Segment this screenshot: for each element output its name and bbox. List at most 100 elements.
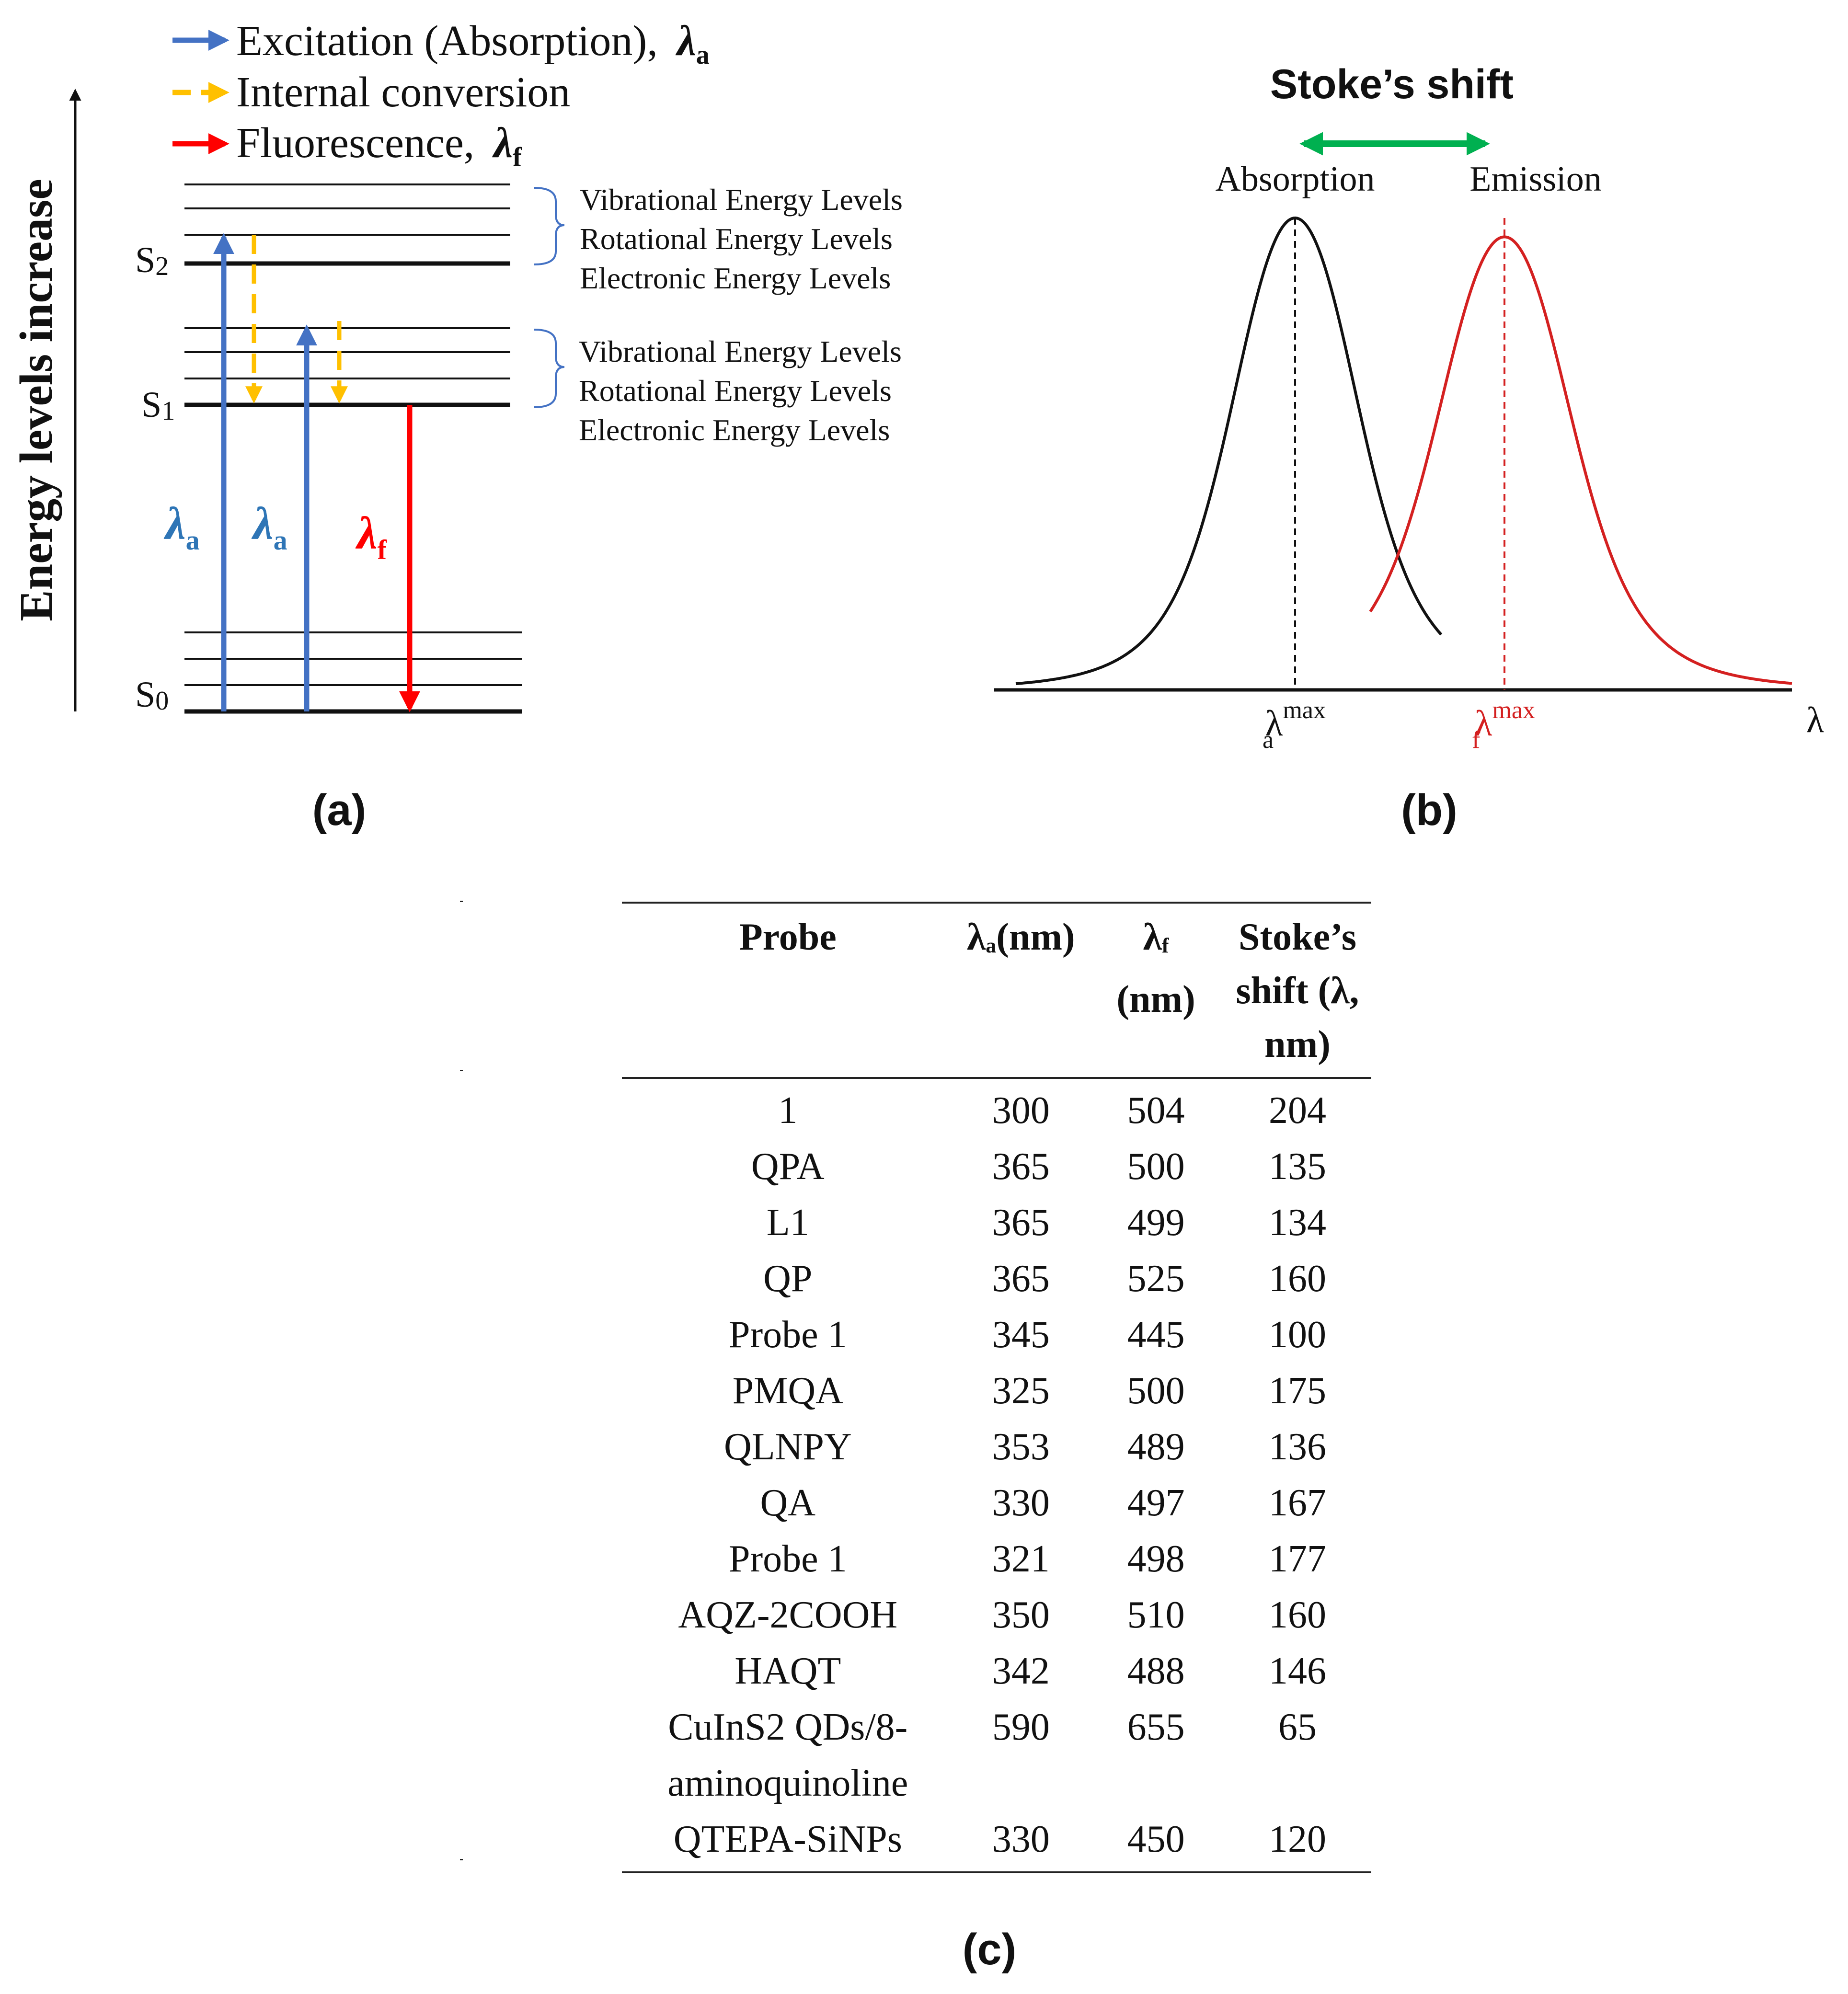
- level-label-upper-vibrational: Vibrational Energy Levels: [580, 183, 903, 217]
- cell-lambda-f: 499: [1127, 1202, 1185, 1244]
- absorption-curve: [1015, 216, 1443, 686]
- cell-stokes-shift: 204: [1269, 1089, 1327, 1132]
- table-row: AQZ-2COOH 350 510 160: [622, 1587, 1371, 1643]
- cell-lambda-f: 450: [1127, 1818, 1185, 1860]
- tick-mark: [460, 901, 463, 902]
- peak-label-emission: Emission: [1469, 160, 1601, 199]
- emission-curve: [1369, 235, 1792, 685]
- cell-lambda-a: 342: [992, 1650, 1050, 1692]
- caption-c: (c): [963, 1925, 1016, 1974]
- table-row: QA 330 497 167: [622, 1475, 1371, 1531]
- cell-lambda-a: 353: [992, 1426, 1050, 1468]
- lambda-f-max-label: λmax f: [1472, 697, 1535, 754]
- cell-lambda-f: 500: [1127, 1370, 1185, 1412]
- cell-stokes-shift: 65: [1278, 1706, 1317, 1748]
- level-label-lower-vibrational: Vibrational Energy Levels: [579, 334, 902, 368]
- cell-lambda-a: 350: [992, 1594, 1050, 1636]
- table-row: 1 300 504 204: [622, 1078, 1371, 1139]
- arrow-label-lambda-a-1: λa: [163, 498, 200, 556]
- peak-label-absorption: Absorption: [1216, 160, 1375, 199]
- header-lambda-a: λa(nm): [966, 916, 1075, 958]
- cell-lambda-a: 321: [992, 1538, 1050, 1580]
- cell-probe: L1: [766, 1202, 809, 1244]
- legend-fluorescence-label: Fluorescence, λf: [236, 119, 522, 172]
- cell-lambda-f: 445: [1127, 1314, 1185, 1356]
- s0-levels: [184, 631, 522, 714]
- cell-probe: QLNPY: [723, 1426, 852, 1468]
- cell-stokes-shift: 136: [1269, 1426, 1327, 1468]
- cell-stokes-shift: 175: [1269, 1370, 1327, 1412]
- state-label-s0: S0: [135, 675, 169, 716]
- table-row: Probe 1 321 498 177: [622, 1531, 1371, 1587]
- cell-lambda-a: 325: [992, 1370, 1050, 1412]
- cell-probe: QP: [763, 1258, 813, 1300]
- cell-stokes-shift: 177: [1269, 1538, 1327, 1580]
- header-probe: Probe: [739, 916, 837, 958]
- level-label-lower-rotational: Rotational Energy Levels: [579, 374, 892, 408]
- table-body: 1 300 504 204 QPA 365 500 135 L1 365 499 134 QP 365 52…: [622, 1078, 1371, 1872]
- table-row: HAQT 342 488 146: [622, 1643, 1371, 1699]
- cell-lambda-f: 497: [1127, 1482, 1185, 1524]
- arrow-label-lambda-f: λf: [355, 507, 387, 565]
- tick-mark: [460, 1859, 463, 1860]
- cell-probe: QA: [760, 1482, 816, 1524]
- cell-probe: QTEPA-SiNPs: [673, 1818, 902, 1860]
- caption-b: (b): [1401, 786, 1457, 835]
- cell-probe: CuInS2 QDs/8-aminoquinoline: [667, 1706, 908, 1804]
- cell-probe: PMQA: [732, 1370, 843, 1412]
- cell-lambda-f: 504: [1127, 1089, 1185, 1132]
- cell-stokes-shift: 100: [1269, 1314, 1327, 1356]
- table-row: L1 365 499 134: [622, 1195, 1371, 1251]
- x-axis-lambda: λ: [1806, 700, 1824, 740]
- legend-internal-conversion-label: Internal conversion: [236, 69, 570, 116]
- cell-stokes-shift: 160: [1269, 1594, 1327, 1636]
- cell-probe: QPA: [751, 1146, 825, 1188]
- panel-a: Excitation (Absorption), λa Internal conv…: [11, 17, 903, 835]
- header-stokes-shift: Stoke’s shift (λ, nm): [1236, 916, 1359, 1066]
- caption-a: (a): [312, 786, 366, 835]
- level-label-lower-electronic: Electronic Energy Levels: [579, 413, 890, 447]
- state-label-s1: S1: [141, 385, 175, 426]
- cell-lambda-a: 330: [992, 1482, 1050, 1524]
- table-row: CuInS2 QDs/8-aminoquinoline 590 655 65: [622, 1699, 1371, 1811]
- s1-levels: [184, 327, 510, 407]
- cell-probe: HAQT: [735, 1650, 841, 1692]
- cell-probe: 1: [778, 1089, 798, 1132]
- cell-lambda-f: 488: [1127, 1650, 1185, 1692]
- legend: Excitation (Absorption), λa Internal conv…: [172, 17, 710, 172]
- cell-lambda-a: 345: [992, 1314, 1050, 1356]
- panel-b: Stoke’s shift Absorption Emission λmax a …: [994, 61, 1824, 835]
- cell-stokes-shift: 135: [1269, 1146, 1327, 1188]
- level-label-upper-rotational: Rotational Energy Levels: [580, 222, 893, 256]
- cell-lambda-f: 500: [1127, 1146, 1185, 1188]
- cell-stokes-shift: 167: [1269, 1482, 1327, 1524]
- level-label-upper-electronic: Electronic Energy Levels: [580, 261, 891, 295]
- cell-lambda-a: 365: [992, 1202, 1050, 1244]
- cell-lambda-a: 590: [992, 1706, 1050, 1748]
- cell-lambda-f: 498: [1127, 1538, 1185, 1580]
- cell-lambda-a: 365: [992, 1146, 1050, 1188]
- legend-excitation-label: Excitation (Absorption), λa: [236, 17, 710, 70]
- table-row: Probe 1 345 445 100: [622, 1307, 1371, 1363]
- cell-probe: AQZ-2COOH: [678, 1594, 898, 1636]
- stokes-shift-title: Stoke’s shift: [1270, 61, 1514, 107]
- cell-lambda-f: 489: [1127, 1426, 1185, 1468]
- cell-lambda-a: 300: [992, 1089, 1050, 1132]
- lambda-a-max-label: λmax a: [1263, 697, 1326, 754]
- cell-stokes-shift: 146: [1269, 1650, 1327, 1692]
- brace-upper: [534, 187, 565, 265]
- table-row: QLNPY 353 489 136: [622, 1419, 1371, 1475]
- cell-lambda-a: 330: [992, 1818, 1050, 1860]
- table-row: QPA 365 500 135: [622, 1139, 1371, 1195]
- table-header-row: Probe λa(nm) λf (nm) Stoke’s shift (λ, nm…: [622, 903, 1371, 1078]
- s2-levels: [184, 183, 510, 266]
- cell-stokes-shift: 120: [1269, 1818, 1327, 1860]
- cell-probe: Probe 1: [728, 1538, 847, 1580]
- state-label-s2: S2: [135, 240, 169, 281]
- table-row: PMQA 325 500 175: [622, 1363, 1371, 1419]
- table-row: QP 365 525 160: [622, 1251, 1371, 1307]
- probe-table: Probe λa(nm) λf (nm) Stoke’s shift (λ, nm…: [622, 902, 1371, 1873]
- cell-lambda-a: 365: [992, 1258, 1050, 1300]
- cell-lambda-f: 655: [1127, 1706, 1185, 1748]
